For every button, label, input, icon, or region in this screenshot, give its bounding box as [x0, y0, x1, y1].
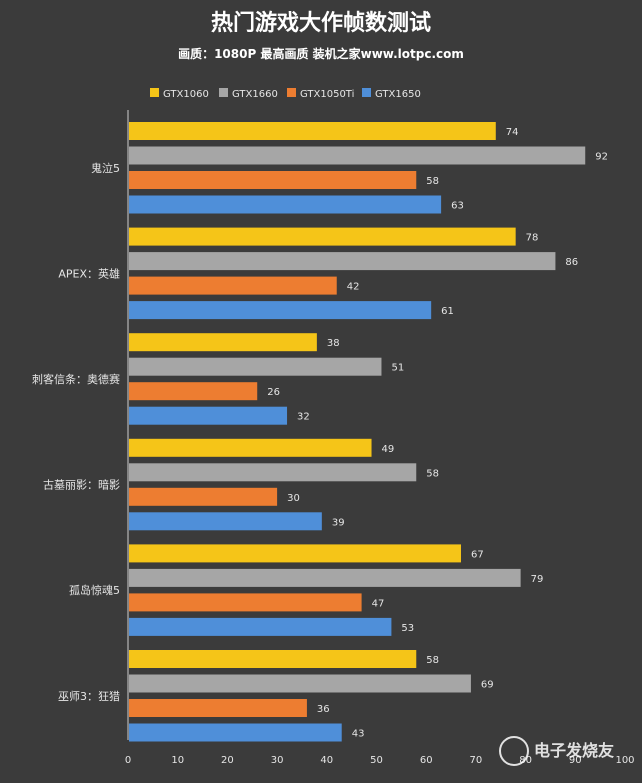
x-tick-label: 20 [221, 755, 234, 766]
bar-gtx1050ti [129, 593, 362, 612]
x-tick-label: 100 [615, 755, 634, 766]
data-label: 79 [531, 574, 544, 585]
x-tick-label: 90 [569, 755, 582, 766]
category-label: 孤岛惊魂5 [69, 583, 120, 597]
x-tick-label: 70 [470, 755, 483, 766]
category-label: 古墓丽影：暗影 [43, 478, 120, 492]
bar-gtx1060 [129, 544, 461, 563]
bar-gtx1050ti [129, 382, 258, 401]
bar-gtx1650 [129, 195, 442, 214]
data-label: 42 [347, 282, 360, 293]
data-label: 63 [451, 201, 464, 212]
data-label: 67 [471, 549, 484, 560]
data-label: 53 [401, 623, 414, 634]
chart-subtitle: 画质：1080P 最高画质 装机之家www.lotpc.com [178, 46, 464, 61]
data-label: 86 [565, 257, 578, 268]
bar-gtx1050ti [129, 276, 337, 295]
bar-gtx1660 [129, 674, 471, 693]
bar-gtx1060 [129, 122, 496, 140]
category-label: 鬼泣5 [91, 161, 120, 175]
category-label: 巫师3：狂猎 [58, 689, 120, 703]
bar-gtx1660 [129, 252, 556, 271]
bar-gtx1050ti [129, 699, 307, 717]
bar-gtx1650 [129, 406, 288, 425]
bar-gtx1650 [129, 723, 342, 742]
legend-swatch-gtx1660 [219, 88, 228, 97]
data-label: 58 [426, 176, 439, 187]
data-label: 78 [526, 233, 539, 244]
bar-gtx1060 [129, 438, 372, 457]
watermark-logo-icon [499, 736, 529, 766]
legend-label-gtx1660: GTX1660 [232, 89, 278, 100]
data-label: 47 [372, 598, 385, 609]
bar-gtx1060 [129, 333, 317, 352]
legend-swatch-gtx1650 [362, 88, 371, 97]
watermark-text: 电子发烧友 [534, 741, 615, 760]
data-label: 74 [506, 127, 519, 138]
bar-gtx1660 [129, 357, 382, 376]
data-label: 30 [287, 493, 300, 504]
x-tick-label: 50 [370, 755, 383, 766]
category-label: APEX：英雄 [58, 266, 120, 280]
data-label: 92 [595, 152, 608, 163]
data-label: 51 [391, 363, 404, 374]
data-label: 43 [352, 729, 365, 740]
bar-gtx1050ti [129, 487, 278, 506]
bar-gtx1650 [129, 512, 322, 531]
legend-swatch-gtx1060 [150, 88, 159, 97]
legend-label-gtx1050ti: GTX1050Ti [300, 89, 354, 100]
x-tick-label: 30 [271, 755, 284, 766]
data-label: 26 [267, 387, 280, 398]
category-label: 刺客信条：奥德赛 [32, 372, 120, 386]
chart-title: 热门游戏大作帧数测试 [211, 10, 431, 36]
bar-gtx1650 [129, 617, 392, 636]
bar-gtx1660 [129, 568, 521, 587]
x-tick-label: 10 [171, 755, 184, 766]
legend-swatch-gtx1050ti [287, 88, 296, 97]
x-tick-label: 0 [125, 755, 131, 766]
data-label: 58 [426, 655, 439, 666]
watermark: 电子发烧友 [499, 736, 615, 766]
bar-gtx1660 [129, 463, 417, 482]
bar-gtx1650 [129, 301, 432, 320]
legend-label-gtx1060: GTX1060 [163, 89, 209, 100]
bar-gtx1060 [129, 227, 516, 246]
data-label: 61 [441, 306, 454, 317]
data-label: 39 [332, 517, 345, 528]
data-label: 49 [382, 444, 395, 455]
legend-label-gtx1650: GTX1650 [375, 89, 421, 100]
data-label: 36 [317, 704, 330, 715]
data-label: 32 [297, 412, 310, 423]
data-label: 38 [327, 338, 340, 349]
data-label: 69 [481, 680, 494, 691]
x-tick-label: 60 [420, 755, 433, 766]
bar-gtx1660 [129, 146, 586, 165]
data-label: 58 [426, 468, 439, 479]
bar-gtx1050ti [129, 171, 417, 189]
x-tick-label: 40 [320, 755, 333, 766]
bar-gtx1060 [129, 650, 417, 668]
legend: GTX1060 GTX1660 GTX1050Ti GTX1650 [150, 88, 421, 100]
plot-area: 74 92 58 63 78 86 42 61 38 51 26 32 49 58 30 39 67 79 47 53… [129, 122, 608, 742]
